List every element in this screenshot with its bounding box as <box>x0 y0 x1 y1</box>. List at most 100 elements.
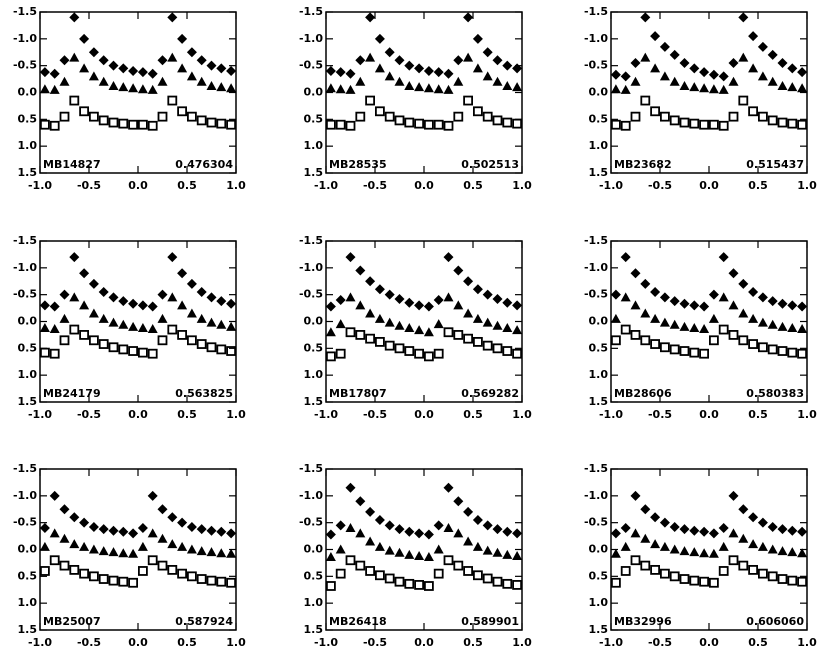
y-tick-label: 1.0 <box>304 596 324 609</box>
square-point <box>797 119 807 130</box>
y-tick-label: -1.5 <box>584 462 608 475</box>
square-point <box>196 574 207 584</box>
y-tick-label: -1.5 <box>299 5 323 18</box>
triangle-point <box>669 76 680 86</box>
x-tick-label: 1.0 <box>797 408 817 421</box>
period: 0.589901 <box>461 615 519 628</box>
triangle-point <box>98 546 109 556</box>
triangle-point <box>679 321 690 331</box>
x-tick-label: -0.5 <box>77 408 101 421</box>
diamond-point <box>630 268 641 279</box>
square-point <box>640 95 651 106</box>
square-point <box>611 335 621 346</box>
triangle-point <box>630 528 641 538</box>
diamond-point <box>777 57 788 68</box>
square-point <box>79 568 89 579</box>
diamond-point <box>374 33 385 44</box>
triangle-point <box>404 81 415 91</box>
triangle-point <box>79 541 90 551</box>
triangle-point <box>404 322 415 332</box>
square-point <box>157 111 168 122</box>
diamond-point <box>186 47 197 58</box>
triangle-point <box>49 324 60 334</box>
diamond-point <box>767 49 778 60</box>
diamond-point <box>384 289 395 300</box>
triangle-point <box>512 82 523 92</box>
triangle-point <box>374 313 385 323</box>
diamond-point <box>49 68 60 79</box>
y-tick-label: 1.0 <box>589 596 609 609</box>
x-tick-label: -1.0 <box>599 408 623 421</box>
triangle-point <box>748 539 759 549</box>
diamond-point <box>137 67 148 78</box>
x-tick-label: 0.5 <box>177 636 197 649</box>
triangle-point <box>216 82 227 92</box>
diamond-point <box>767 521 778 532</box>
square-point <box>660 342 670 353</box>
triangle-point <box>777 81 788 91</box>
diamond-point <box>108 292 119 303</box>
diamond-point <box>345 482 356 493</box>
y-tick-label: -0.5 <box>299 59 323 72</box>
diamond-point <box>226 298 237 309</box>
square-point <box>699 576 709 587</box>
triangle-point <box>167 292 178 302</box>
x-tick-label: -1.0 <box>599 179 623 192</box>
square-point <box>502 578 513 589</box>
square-point <box>699 348 709 359</box>
x-tick-label: -0.5 <box>363 179 387 192</box>
triangle-point <box>167 52 178 62</box>
diamond-point <box>482 47 493 58</box>
diamond-point <box>650 512 661 523</box>
diamond-point <box>404 297 415 308</box>
triangle-point <box>797 324 808 334</box>
square-point <box>443 120 454 131</box>
triangle-point <box>679 546 690 556</box>
square-point <box>748 106 758 117</box>
square-point <box>404 578 415 589</box>
triangle-point <box>787 547 798 557</box>
star-id: MB14827 <box>43 158 101 171</box>
triangle-point <box>659 317 670 327</box>
diamond-point <box>472 33 483 44</box>
triangle-point <box>463 52 474 62</box>
square-point <box>325 119 336 130</box>
square-point <box>453 560 464 571</box>
triangle-point <box>355 528 366 538</box>
diamond-point <box>108 60 119 71</box>
square-point <box>355 560 366 571</box>
triangle-point <box>157 76 168 86</box>
diamond-point <box>404 526 415 537</box>
square-point <box>414 118 425 129</box>
diamond-point <box>787 300 798 311</box>
square-point <box>512 118 522 129</box>
square-point <box>758 111 768 122</box>
triangle-point <box>610 313 621 323</box>
square-point <box>660 568 670 579</box>
triangle-point <box>502 81 513 91</box>
diamond-point <box>88 278 99 289</box>
triangle-point <box>79 63 90 73</box>
diamond-point <box>206 525 217 536</box>
square-point <box>384 573 395 584</box>
triangle-point <box>659 541 670 551</box>
triangle-point <box>669 319 680 329</box>
triangle-point <box>186 71 197 81</box>
diamond-point <box>384 47 395 58</box>
triangle-point <box>689 82 700 92</box>
diamond-point <box>669 296 680 307</box>
diamond-point <box>216 526 227 537</box>
triangle-point <box>708 313 719 323</box>
period: 0.476304 <box>175 158 233 171</box>
triangle-point <box>463 308 474 318</box>
triangle-point <box>216 319 227 329</box>
diamond-point <box>433 520 444 531</box>
diamond-point <box>414 300 425 311</box>
triangle-point <box>482 317 493 327</box>
diamond-point <box>88 521 99 532</box>
triangle-point <box>679 81 690 91</box>
square-point <box>443 555 454 566</box>
triangle-point <box>414 82 425 92</box>
triangle-point <box>325 552 336 562</box>
diamond-point <box>777 298 788 309</box>
